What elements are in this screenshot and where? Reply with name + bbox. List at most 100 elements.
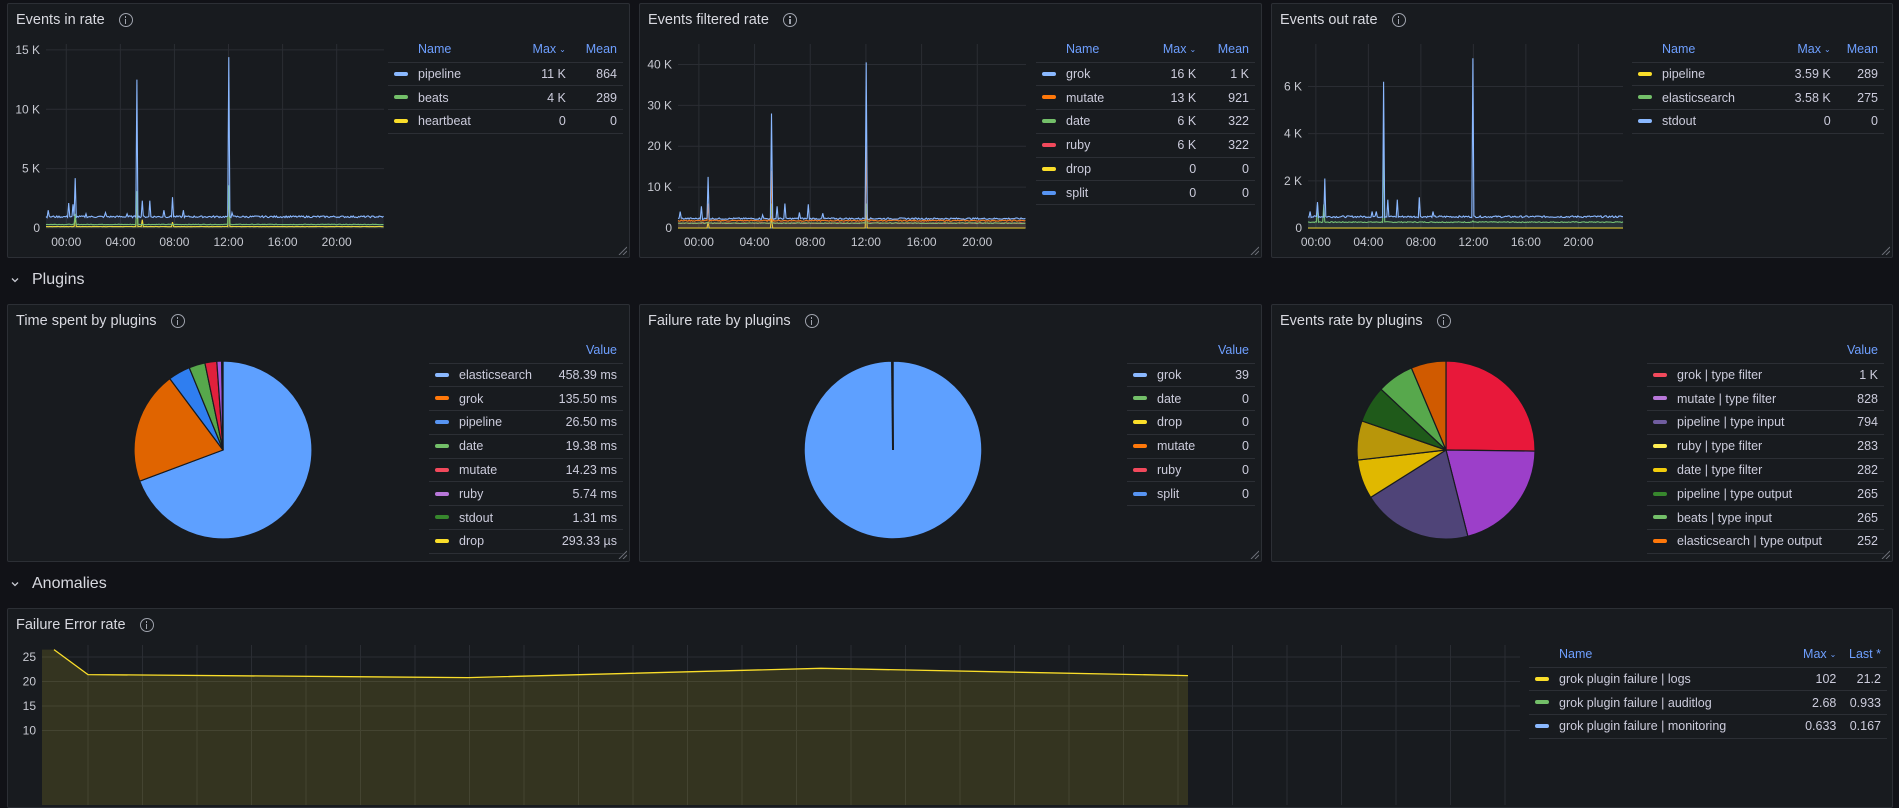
legend-header-value[interactable]: Value xyxy=(1210,341,1255,363)
row-header-plugins[interactable]: Plugins xyxy=(10,271,84,289)
legend-header-label: Mean xyxy=(1218,42,1249,56)
resize-handle[interactable] xyxy=(1880,245,1890,255)
legend-series-name: mutate xyxy=(459,463,497,477)
info-icon[interactable] xyxy=(119,13,133,27)
events-rate-pie[interactable] xyxy=(1356,360,1536,540)
x-tick-label: 16:00 xyxy=(268,235,298,249)
legend-header-max[interactable]: Max⌄ xyxy=(515,40,566,62)
series-color-swatch xyxy=(1133,420,1147,424)
series-color-swatch xyxy=(1653,373,1667,377)
panel-title: Events out rate xyxy=(1280,12,1406,28)
legend-name-cell: grok | type filter xyxy=(1647,363,1843,387)
info-icon[interactable] xyxy=(1437,314,1451,328)
resize-handle[interactable] xyxy=(1249,549,1259,559)
legend-header-name[interactable]: Name xyxy=(1632,40,1779,62)
resize-handle[interactable] xyxy=(617,549,627,559)
legend-header-max[interactable]: Max⌄ xyxy=(1144,40,1197,62)
row-header-anomalies[interactable]: Anomalies xyxy=(10,575,107,593)
info-icon[interactable] xyxy=(171,314,185,328)
info-icon[interactable] xyxy=(1392,13,1406,27)
x-tick-label: 00:00 xyxy=(51,235,81,249)
failure-rate-pie[interactable] xyxy=(803,360,983,540)
time-spent-pie[interactable] xyxy=(133,360,313,540)
series-color-swatch xyxy=(435,515,449,519)
legend-header-mean[interactable]: Mean xyxy=(1831,40,1884,62)
legend-header-name[interactable]: Name xyxy=(388,40,515,62)
pie-slice-grok-type-filter[interactable] xyxy=(1446,361,1535,451)
legend-header-label: Mean xyxy=(586,42,617,56)
legend-header-value[interactable]: Value xyxy=(548,341,623,363)
x-tick-label: 20:00 xyxy=(322,235,352,249)
sort-desc-icon: ⌄ xyxy=(1824,45,1831,54)
info-icon[interactable] xyxy=(140,618,154,632)
chevron-down-icon xyxy=(10,275,20,285)
resize-handle[interactable] xyxy=(617,245,627,255)
legend-header-name xyxy=(1127,341,1210,363)
legend-header-mean[interactable]: Mean xyxy=(1196,40,1255,62)
resize-handle[interactable] xyxy=(1249,245,1259,255)
legend-header-max[interactable]: Max⌄ xyxy=(1792,645,1836,667)
legend-header-mean[interactable]: Mean xyxy=(566,40,623,62)
legend-name-cell: grok xyxy=(429,387,548,411)
legend-value-value: 0 xyxy=(1210,411,1255,435)
legend-header-last[interactable]: Last * xyxy=(1836,645,1887,667)
legend-header-value[interactable]: Value xyxy=(1843,341,1884,363)
series-color-swatch xyxy=(435,420,449,424)
info-icon[interactable] xyxy=(783,13,797,27)
legend-header-max[interactable]: Max⌄ xyxy=(1779,40,1831,62)
legend-name-cell: grok plugin failure | logs xyxy=(1529,667,1792,691)
legend-max-value: 0 xyxy=(515,110,566,134)
legend-header-name[interactable]: Name xyxy=(1529,645,1792,667)
series-area-grok xyxy=(678,62,1026,228)
info-icon[interactable] xyxy=(805,314,819,328)
legend-mean-value: 275 xyxy=(1831,86,1884,110)
resize-handle[interactable] xyxy=(1880,549,1890,559)
legend-header-name[interactable]: Name xyxy=(1036,40,1144,62)
legend-mean-value: 0 xyxy=(1196,181,1255,205)
